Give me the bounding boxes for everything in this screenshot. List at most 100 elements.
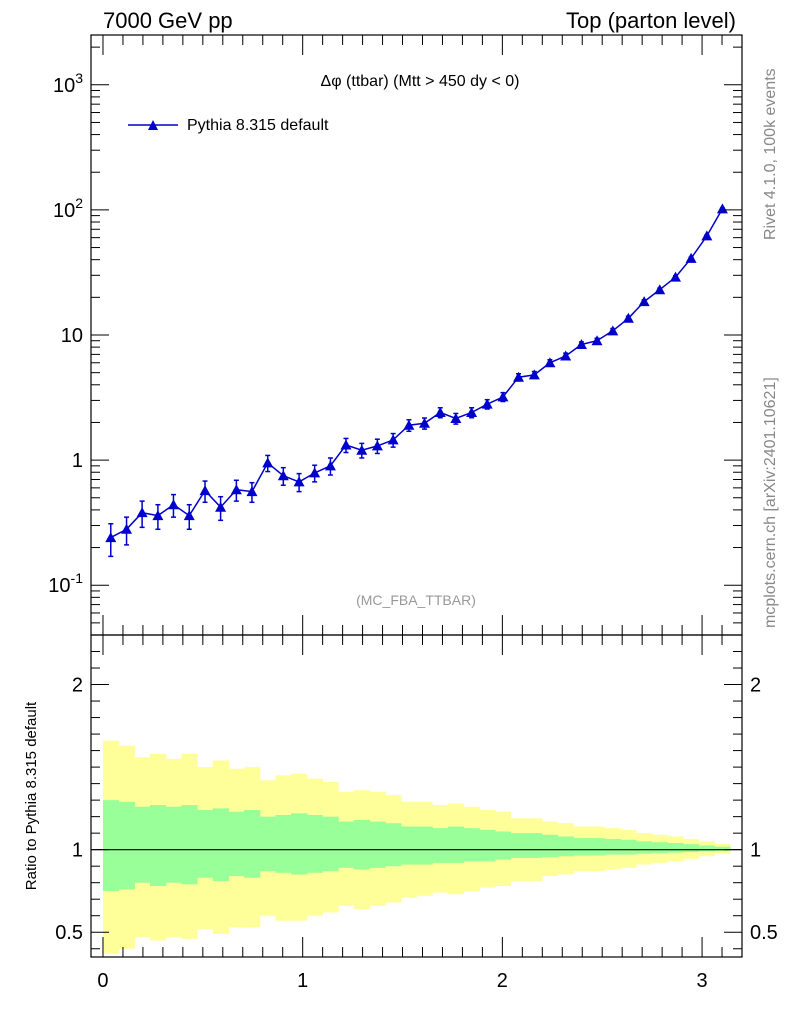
ratio-green-band — [416, 826, 433, 865]
data-point — [277, 470, 289, 481]
data-point — [622, 312, 634, 323]
watermark-label: (MC_FBA_TTBAR) — [356, 592, 476, 608]
ratio-green-band — [447, 826, 465, 863]
data-point — [167, 499, 179, 510]
x-tick-label: 3 — [696, 970, 707, 992]
data-point — [309, 467, 321, 478]
data-point — [434, 407, 446, 418]
header-left-label: 7000 GeV pp — [103, 8, 233, 33]
ratio-y-tick-label-right: 0.5 — [750, 922, 778, 944]
data-point — [654, 284, 666, 295]
legend-label: Pythia 8.315 default — [187, 117, 329, 134]
data-point — [450, 413, 462, 424]
y-tick-label: 102 — [53, 195, 83, 222]
data-point — [293, 476, 305, 487]
data-point — [481, 398, 493, 409]
ratio-green-band — [291, 813, 308, 875]
data-point — [544, 357, 556, 368]
data-point — [105, 532, 117, 543]
data-point — [215, 501, 227, 512]
data-point — [183, 510, 195, 521]
data-point — [670, 271, 682, 282]
ratio-green-band — [463, 828, 480, 862]
ratio-green-band — [306, 814, 324, 873]
legend: Pythia 8.315 default — [128, 117, 329, 134]
ratio-green-band — [322, 816, 339, 872]
ratio-y-tick-label: 2 — [72, 675, 83, 697]
ratio-green-band — [667, 843, 684, 853]
data-point — [466, 407, 478, 418]
y-tick-label: 10 — [61, 325, 83, 347]
ratio-green-band — [228, 811, 245, 877]
data-point — [607, 325, 619, 336]
ratio-green-band — [400, 826, 418, 865]
data-point — [371, 440, 383, 451]
ratio-green-band — [557, 836, 574, 857]
data-point — [685, 252, 697, 263]
y-tick-label: 10-1 — [48, 570, 83, 597]
header-right-label: Top (parton level) — [566, 8, 736, 33]
ratio-green-band — [698, 845, 715, 852]
ratio-y-axis-label: Ratio to Pythia 8.315 default — [23, 701, 40, 890]
ratio-green-band — [244, 810, 261, 878]
data-point — [230, 484, 242, 495]
data-point — [716, 203, 728, 214]
ratio-ticks: 0.5 0.5 1 1 2 2 0 1 2 3 — [55, 635, 778, 992]
data-point — [528, 369, 540, 380]
ratio-green-band — [479, 829, 496, 862]
ratio-green-band — [604, 838, 621, 855]
data-point — [340, 439, 352, 450]
ratio-green-band — [150, 805, 167, 886]
ratio-green-band — [432, 828, 449, 863]
ratio-green-band — [682, 844, 700, 852]
y-tick-label: 1 — [72, 450, 83, 472]
ratio-green-band — [165, 806, 182, 883]
ratio-frame — [90, 634, 743, 958]
data-point — [591, 335, 603, 346]
ratio-green-band — [369, 821, 386, 868]
data-point — [136, 507, 148, 518]
ratio-green-band — [385, 823, 402, 867]
data-point — [418, 417, 430, 428]
chart-title: Δφ (ttbar) (Mtt > 450 dy < 0) — [321, 73, 520, 90]
data-point — [497, 391, 509, 402]
ratio-green-band — [541, 834, 559, 858]
main-ticks: 10-1 1 10 102 103 — [48, 35, 743, 636]
ratio-green-band — [494, 831, 512, 860]
data-point — [356, 444, 368, 455]
ratio-green-band — [197, 810, 214, 878]
data-point — [403, 419, 415, 430]
data-point — [262, 457, 274, 468]
ratio-green-band — [259, 816, 277, 872]
ratio-bands — [102, 740, 731, 954]
data-point — [199, 485, 211, 496]
ratio-green-band — [118, 801, 135, 890]
ratio-y-tick-label: 1 — [72, 840, 83, 862]
ratio-green-band — [275, 814, 292, 873]
ratio-green-band — [573, 838, 590, 856]
x-tick-label: 1 — [297, 970, 308, 992]
ratio-panel: 0.5 0.5 1 1 2 2 0 1 2 3 Ratio to Pythia 8.315 def… — [23, 634, 778, 992]
data-point — [121, 523, 133, 534]
ratio-green-band — [526, 833, 543, 858]
data-point — [638, 296, 650, 307]
ratio-y-tick-label: 0.5 — [55, 922, 83, 944]
ratio-green-band — [714, 846, 731, 851]
data-point — [575, 338, 587, 349]
data-point — [701, 230, 713, 241]
data-point — [152, 510, 164, 521]
ratio-green-band — [338, 821, 355, 868]
ratio-y-tick-label-right: 1 — [750, 840, 761, 862]
ratio-green-band — [620, 839, 637, 855]
series-line — [110, 208, 724, 539]
x-tick-label: 2 — [497, 970, 508, 992]
ratio-green-band — [134, 806, 151, 883]
data-point — [513, 371, 525, 382]
ratio-green-band — [102, 800, 120, 891]
ratio-green-band — [635, 841, 653, 854]
y-tick-label: 103 — [53, 70, 83, 97]
ratio-green-band — [212, 808, 229, 882]
data-point — [246, 486, 258, 497]
ratio-green-band — [588, 838, 606, 856]
